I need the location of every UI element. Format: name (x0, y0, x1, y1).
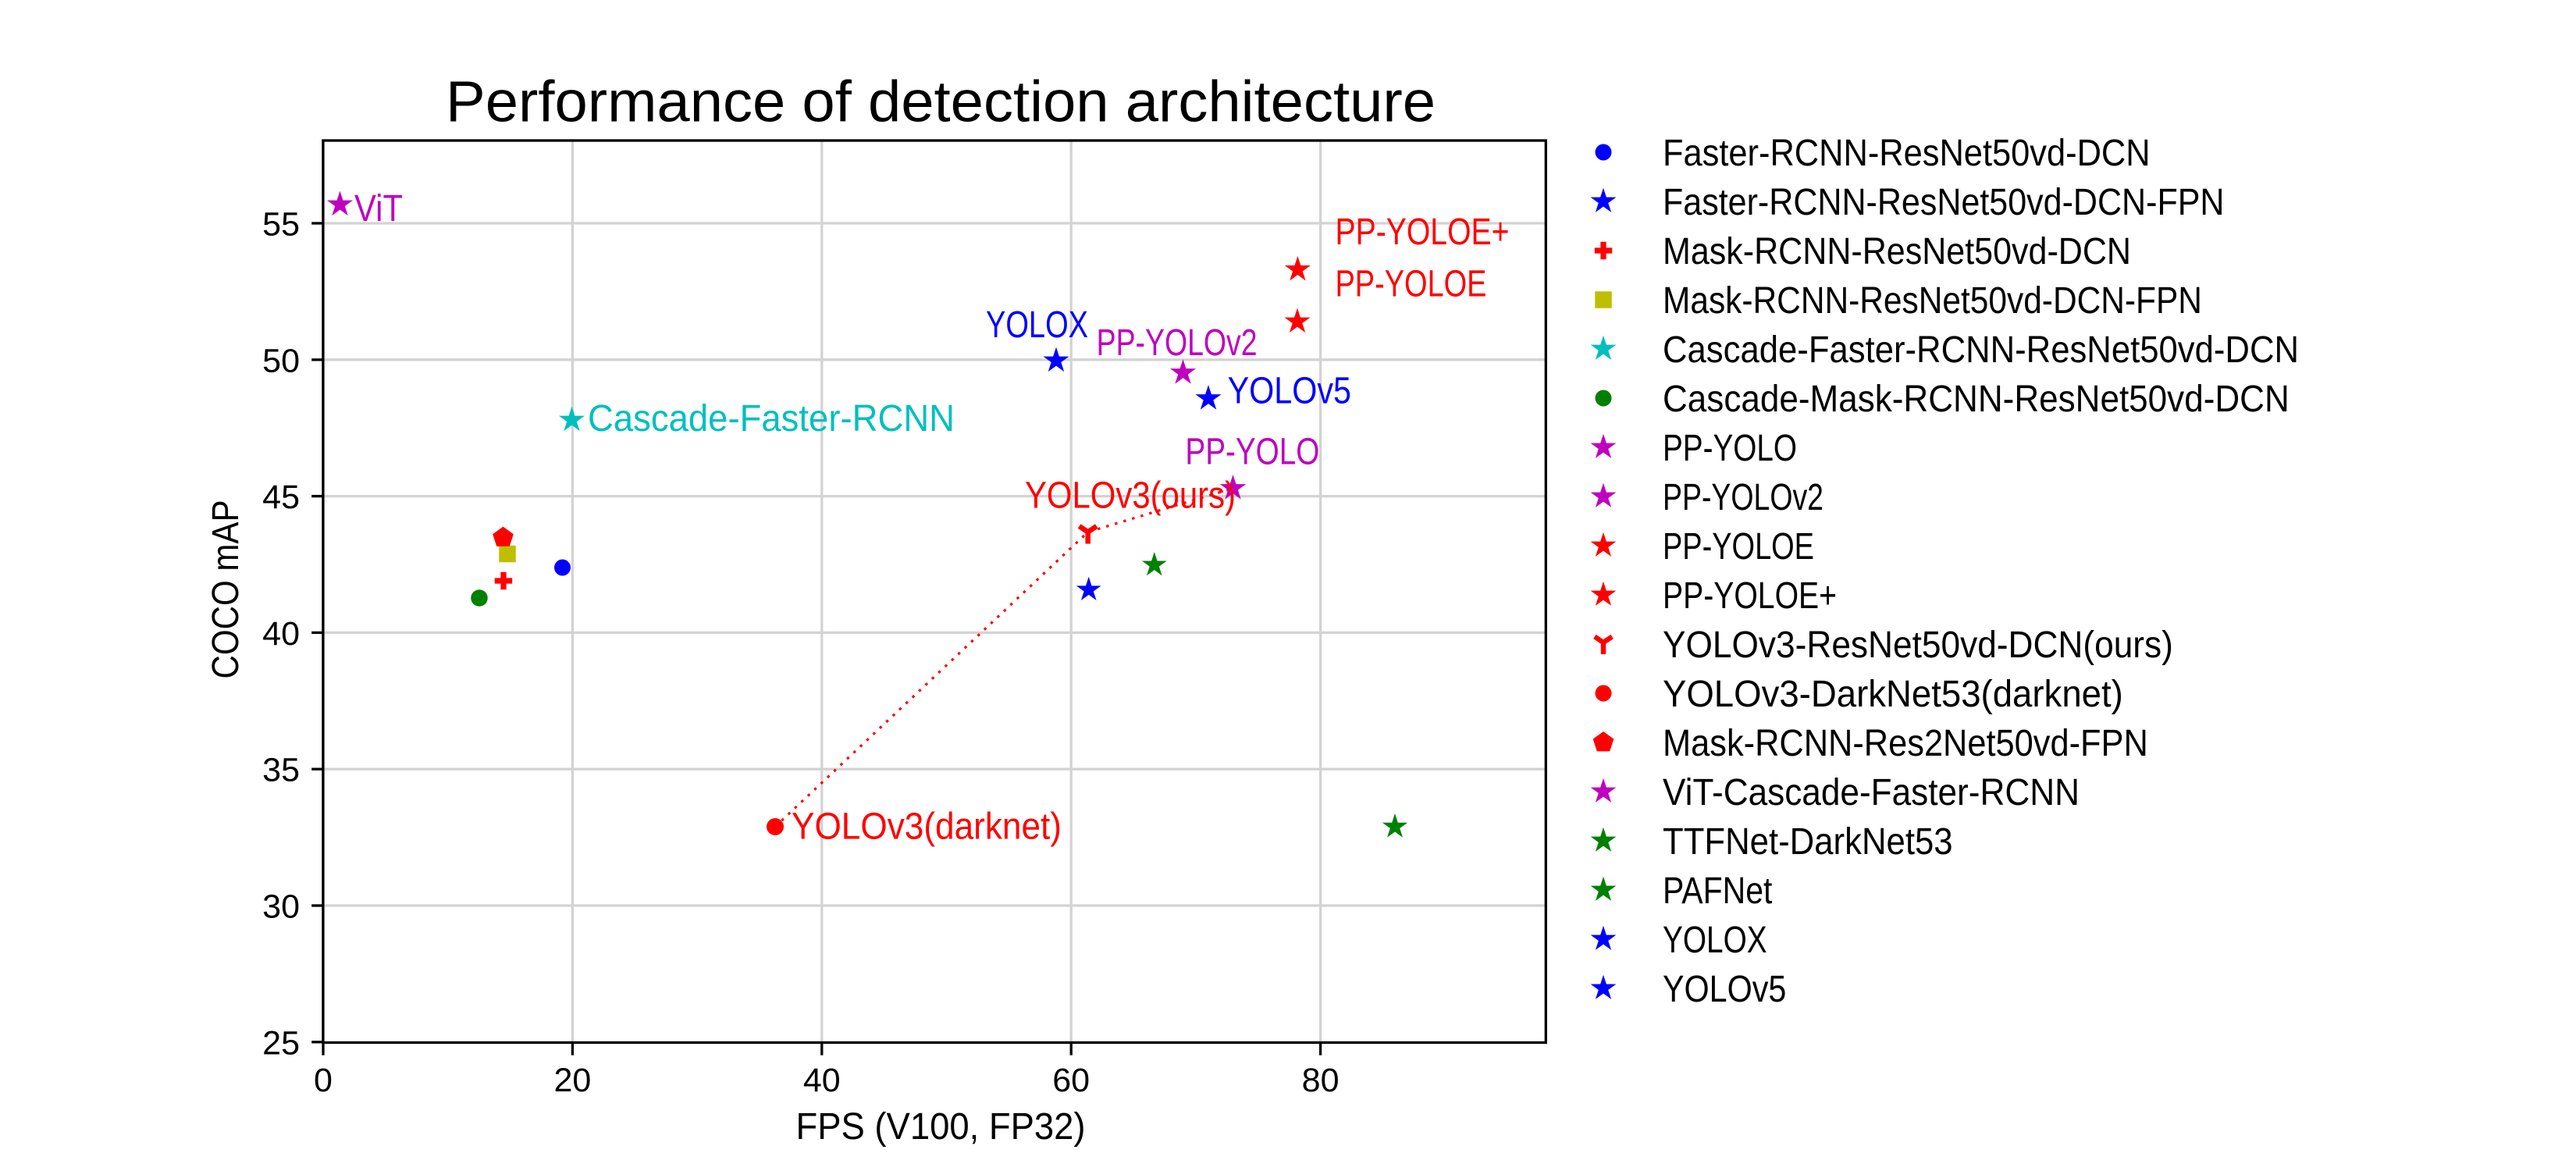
svg-text:Mask-RCNN-ResNet50vd-DCN: Mask-RCNN-ResNet50vd-DCN (1663, 231, 2131, 272)
svg-text:YOLOv3-DarkNet53(darknet): YOLOv3-DarkNet53(darknet) (1663, 674, 2123, 715)
svg-text:Performance of detection archi: Performance of detection architecture (446, 69, 1436, 134)
svg-text:YOLOv3(darknet): YOLOv3(darknet) (792, 806, 1062, 848)
svg-text:Mask-RCNN-Res2Net50vd-FPN: Mask-RCNN-Res2Net50vd-FPN (1663, 723, 2148, 764)
svg-text:PP-YOLOE: PP-YOLOE (1663, 526, 1814, 568)
svg-text:PP-YOLOv2: PP-YOLOv2 (1097, 322, 1258, 364)
svg-text:20: 20 (553, 1062, 591, 1099)
svg-text:40: 40 (803, 1062, 841, 1099)
svg-text:PP-YOLOE+: PP-YOLOE+ (1336, 212, 1510, 253)
svg-text:Cascade-Mask-RCNN-ResNet50vd-D: Cascade-Mask-RCNN-ResNet50vd-DCN (1663, 379, 2290, 420)
svg-text:Cascade-Faster-RCNN-ResNet50vd: Cascade-Faster-RCNN-ResNet50vd-DCN (1663, 329, 2299, 371)
svg-text:PAFNet: PAFNet (1663, 870, 1772, 912)
svg-text:Faster-RCNN-ResNet50vd-DCN: Faster-RCNN-ResNet50vd-DCN (1663, 133, 2151, 174)
svg-text:PP-YOLOv2: PP-YOLOv2 (1663, 477, 1823, 518)
svg-text:YOLOv3-ResNet50vd-DCN(ours): YOLOv3-ResNet50vd-DCN(ours) (1663, 625, 2173, 666)
svg-text:FPS (V100, FP32): FPS (V100, FP32) (796, 1106, 1086, 1148)
svg-text:Mask-RCNN-ResNet50vd-DCN-FPN: Mask-RCNN-ResNet50vd-DCN-FPN (1663, 280, 2202, 322)
svg-text:0: 0 (314, 1062, 333, 1099)
svg-text:ViT: ViT (354, 188, 403, 230)
svg-text:50: 50 (262, 342, 300, 379)
svg-text:COCO mAP: COCO mAP (205, 500, 247, 679)
svg-text:YOLOX: YOLOX (986, 304, 1088, 346)
svg-text:35: 35 (262, 752, 300, 789)
svg-text:PP-YOLO: PP-YOLO (1663, 428, 1797, 469)
svg-text:25: 25 (262, 1024, 300, 1062)
svg-text:Faster-RCNN-ResNet50vd-DCN-FPN: Faster-RCNN-ResNet50vd-DCN-FPN (1663, 182, 2225, 223)
svg-text:40: 40 (262, 615, 300, 653)
svg-text:PP-YOLOE: PP-YOLOE (1336, 263, 1487, 304)
svg-text:55: 55 (262, 206, 300, 244)
svg-text:ViT-Cascade-Faster-RCNN: ViT-Cascade-Faster-RCNN (1663, 772, 2080, 813)
svg-text:TTFNet-DarkNet53: TTFNet-DarkNet53 (1663, 821, 1953, 863)
svg-text:Cascade-Faster-RCNN: Cascade-Faster-RCNN (588, 398, 955, 440)
svg-text:45: 45 (262, 479, 300, 516)
svg-text:30: 30 (262, 888, 300, 926)
svg-text:YOLOv3(ours): YOLOv3(ours) (1025, 475, 1236, 517)
svg-text:80: 80 (1302, 1062, 1340, 1099)
svg-text:YOLOv5: YOLOv5 (1663, 969, 1786, 1010)
svg-text:PP-YOLO: PP-YOLO (1185, 431, 1319, 472)
svg-text:YOLOX: YOLOX (1663, 920, 1767, 961)
svg-text:PP-YOLOE+: PP-YOLOE+ (1663, 575, 1837, 617)
svg-text:60: 60 (1052, 1062, 1090, 1099)
svg-text:YOLOv5: YOLOv5 (1228, 371, 1351, 412)
